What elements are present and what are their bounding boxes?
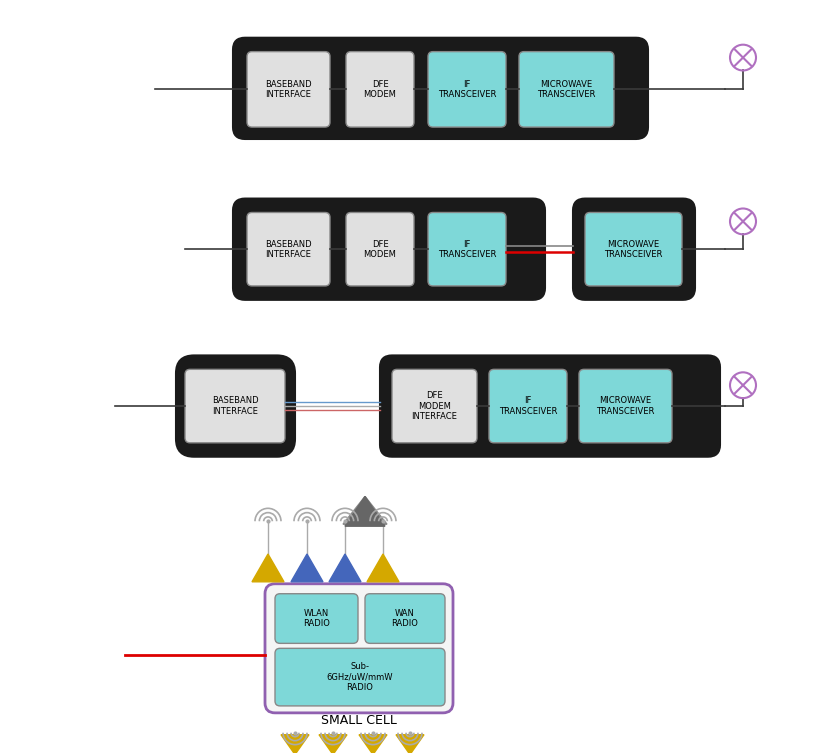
Text: BASEBAND
INTERFACE: BASEBAND INTERFACE — [212, 396, 258, 416]
Polygon shape — [396, 735, 424, 753]
Text: DFE
MODEM
INTERFACE: DFE MODEM INTERFACE — [412, 391, 457, 421]
Text: Sub-
6GHz/uW/mmW
RADIO: Sub- 6GHz/uW/mmW RADIO — [327, 662, 394, 692]
Text: WAN
RADIO: WAN RADIO — [391, 609, 418, 628]
Polygon shape — [367, 554, 399, 582]
Polygon shape — [343, 496, 387, 524]
FancyBboxPatch shape — [428, 212, 506, 286]
Polygon shape — [291, 554, 323, 582]
FancyBboxPatch shape — [346, 212, 414, 286]
FancyBboxPatch shape — [275, 648, 445, 706]
FancyBboxPatch shape — [428, 52, 506, 127]
Text: DFE
MODEM: DFE MODEM — [363, 239, 396, 259]
Polygon shape — [359, 735, 387, 753]
FancyBboxPatch shape — [365, 593, 445, 643]
FancyBboxPatch shape — [185, 369, 285, 443]
Text: IF
TRANSCEIVER: IF TRANSCEIVER — [438, 80, 496, 99]
FancyBboxPatch shape — [579, 369, 672, 443]
FancyBboxPatch shape — [489, 369, 567, 443]
FancyBboxPatch shape — [573, 199, 695, 300]
Text: SMALL CELL: SMALL CELL — [321, 715, 397, 727]
Text: WLAN
RADIO: WLAN RADIO — [303, 609, 330, 628]
FancyBboxPatch shape — [392, 369, 477, 443]
FancyBboxPatch shape — [247, 212, 330, 286]
FancyBboxPatch shape — [585, 212, 682, 286]
Polygon shape — [329, 554, 361, 582]
FancyBboxPatch shape — [275, 593, 358, 643]
Polygon shape — [319, 735, 347, 753]
Text: MICROWAVE
TRANSCEIVER: MICROWAVE TRANSCEIVER — [597, 396, 654, 416]
FancyBboxPatch shape — [519, 52, 614, 127]
Text: BASEBAND
INTERFACE: BASEBAND INTERFACE — [265, 239, 312, 259]
Text: IF
TRANSCEIVER: IF TRANSCEIVER — [499, 396, 557, 416]
Text: MICROWAVE
TRANSCEIVER: MICROWAVE TRANSCEIVER — [537, 80, 596, 99]
Text: DFE
MODEM: DFE MODEM — [363, 80, 396, 99]
Text: MICROWAVE
TRANSCEIVER: MICROWAVE TRANSCEIVER — [604, 239, 663, 259]
FancyBboxPatch shape — [247, 52, 330, 127]
Text: BASEBAND
INTERFACE: BASEBAND INTERFACE — [265, 80, 312, 99]
FancyBboxPatch shape — [380, 355, 720, 457]
FancyBboxPatch shape — [233, 199, 545, 300]
Polygon shape — [252, 554, 284, 582]
Polygon shape — [281, 735, 309, 753]
Polygon shape — [345, 496, 385, 526]
FancyBboxPatch shape — [233, 38, 648, 139]
FancyBboxPatch shape — [265, 584, 453, 713]
FancyBboxPatch shape — [176, 355, 295, 457]
FancyBboxPatch shape — [346, 52, 414, 127]
Text: IF
TRANSCEIVER: IF TRANSCEIVER — [438, 239, 496, 259]
